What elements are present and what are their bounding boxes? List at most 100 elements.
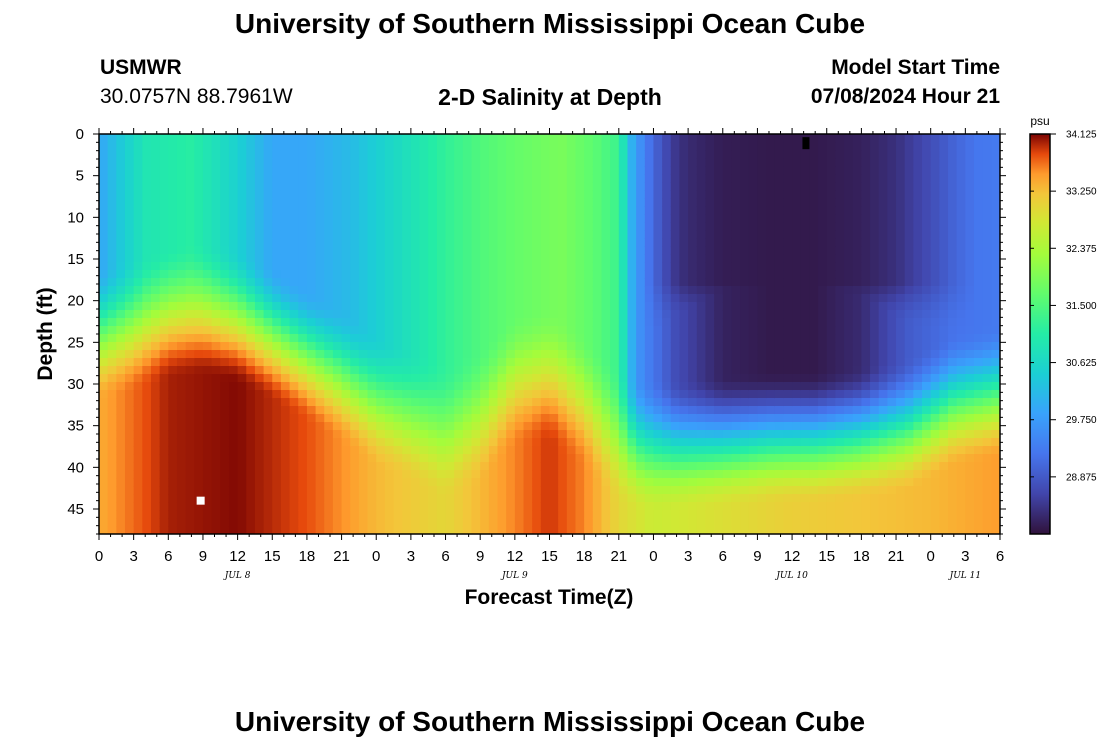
heatmap-cell — [627, 286, 637, 295]
heatmap-cell — [584, 382, 594, 391]
heatmap-cell — [419, 302, 429, 311]
heatmap-cell — [636, 510, 646, 519]
heatmap-cell — [722, 398, 733, 407]
heatmap-cell — [237, 342, 247, 351]
heatmap-cell — [852, 406, 862, 415]
heatmap-cell — [99, 342, 109, 351]
heatmap-cell — [800, 334, 810, 343]
heatmap-cell — [818, 198, 828, 207]
heatmap-cell — [116, 318, 126, 327]
heatmap-cell — [445, 278, 455, 287]
heatmap-cell — [211, 462, 221, 471]
heatmap-cell — [419, 246, 429, 255]
heatmap-cell — [367, 222, 377, 231]
heatmap-cell — [280, 462, 291, 471]
heatmap-cell — [540, 398, 551, 407]
heatmap-cell — [142, 390, 152, 399]
heatmap-cell — [410, 390, 421, 399]
heatmap-cell — [653, 310, 663, 319]
heatmap-cell — [168, 310, 178, 319]
heatmap-cell — [289, 150, 299, 159]
heatmap-cell — [878, 462, 888, 471]
heatmap-cell — [150, 230, 161, 239]
heatmap-cell — [627, 326, 637, 335]
heatmap-cell — [792, 190, 802, 199]
heatmap-cell — [584, 414, 594, 423]
heatmap-cell — [410, 526, 421, 534]
heatmap-cell — [211, 150, 221, 159]
heatmap-cell — [254, 230, 265, 239]
heatmap-cell — [592, 430, 603, 439]
heatmap-cell — [766, 326, 776, 335]
heatmap-cell — [913, 174, 923, 183]
heatmap-cell — [133, 358, 143, 367]
heatmap-cell — [809, 502, 819, 511]
heatmap-cell — [367, 246, 377, 255]
heatmap-cell — [948, 310, 958, 319]
heatmap-cell — [835, 278, 845, 287]
heatmap-cell — [480, 158, 490, 167]
heatmap-cell — [549, 262, 559, 271]
heatmap-cell — [480, 310, 490, 319]
heatmap-cell — [142, 190, 152, 199]
heatmap-cell — [913, 318, 923, 327]
heatmap-cell — [306, 462, 317, 471]
heatmap-cell — [159, 166, 169, 175]
heatmap-cell — [332, 414, 343, 423]
heatmap-cell — [540, 494, 551, 503]
heatmap-cell — [237, 462, 247, 471]
heatmap-cell — [766, 518, 776, 527]
heatmap-cell — [454, 198, 464, 207]
heatmap-cell — [688, 294, 698, 303]
heatmap-cell — [289, 406, 299, 415]
heatmap-cell — [636, 134, 646, 143]
heatmap-cell — [263, 222, 273, 231]
heatmap-cell — [168, 510, 178, 519]
heatmap-cell — [462, 438, 473, 447]
heatmap-cell — [627, 470, 637, 479]
heatmap-cell — [358, 382, 369, 391]
heatmap-cell — [939, 206, 949, 215]
heatmap-cell — [653, 318, 663, 327]
heatmap-cell — [731, 470, 741, 479]
heatmap-cell — [150, 430, 161, 439]
heatmap-cell — [731, 494, 741, 503]
heatmap-cell — [315, 294, 325, 303]
heatmap-cell — [150, 518, 161, 527]
heatmap-cell — [870, 318, 880, 327]
heatmap-cell — [263, 166, 273, 175]
heatmap-cell — [566, 158, 577, 167]
heatmap-cell — [809, 390, 819, 399]
heatmap-cell — [514, 166, 525, 175]
heatmap-cell — [202, 214, 213, 223]
heatmap-cell — [774, 302, 785, 311]
heatmap-cell — [228, 414, 239, 423]
heatmap-cell — [731, 478, 741, 487]
heatmap-cell — [818, 478, 828, 487]
heatmap-cell — [558, 150, 568, 159]
heatmap-cell — [948, 334, 958, 343]
heatmap-cell — [168, 398, 178, 407]
heatmap-cell — [488, 430, 499, 439]
heatmap-cell — [748, 502, 759, 511]
heatmap-cell — [133, 374, 143, 383]
heatmap-cell — [202, 374, 213, 383]
heatmap-cell — [532, 254, 542, 263]
heatmap-cell — [376, 382, 386, 391]
heatmap-cell — [662, 526, 672, 534]
heatmap-cell — [445, 502, 455, 511]
heatmap-cell — [315, 494, 325, 503]
heatmap-cell — [575, 494, 585, 503]
heatmap-cell — [202, 334, 213, 343]
heatmap-cell — [254, 182, 265, 191]
heatmap-cell — [315, 390, 325, 399]
heatmap-cell — [402, 390, 412, 399]
heatmap-cell — [142, 262, 152, 271]
heatmap-cell — [194, 174, 204, 183]
heatmap-cell — [488, 246, 499, 255]
heatmap-cell — [393, 246, 403, 255]
heatmap-cell — [237, 142, 247, 151]
heatmap-cell — [99, 198, 109, 207]
heatmap-cell — [636, 446, 646, 455]
heatmap-cell — [540, 318, 551, 327]
